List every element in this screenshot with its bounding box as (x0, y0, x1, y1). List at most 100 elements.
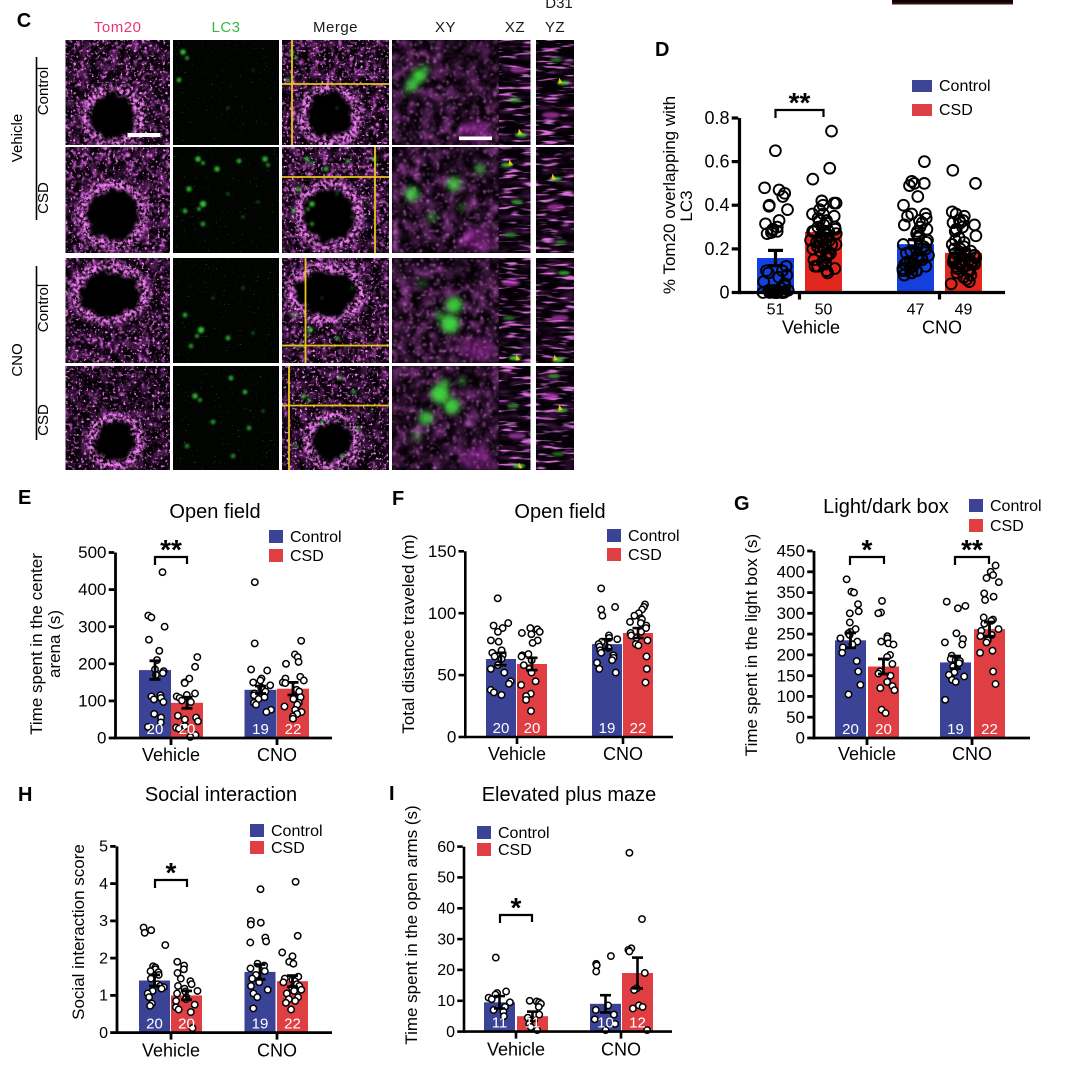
svg-text:100: 100 (777, 687, 805, 706)
svg-text:50: 50 (437, 666, 456, 685)
svg-text:C: C (17, 10, 31, 32)
svg-text:CSD: CSD (990, 518, 1024, 535)
svg-text:CSD: CSD (35, 404, 52, 436)
svg-text:47: 47 (907, 302, 925, 319)
svg-text:CSD: CSD (498, 842, 532, 859)
svg-text:G: G (734, 493, 750, 515)
svg-text:arena (s): arena (s) (45, 610, 64, 678)
svg-text:49: 49 (955, 302, 973, 319)
svg-text:*: * (166, 857, 177, 888)
svg-text:Control: Control (290, 529, 342, 546)
svg-text:Vehicle: Vehicle (488, 744, 546, 764)
svg-text:12: 12 (629, 1015, 646, 1032)
svg-text:11: 11 (525, 1015, 541, 1032)
svg-text:Control: Control (939, 78, 991, 95)
svg-text:Vehicle: Vehicle (142, 745, 200, 765)
svg-text:0: 0 (447, 728, 456, 747)
svg-text:400: 400 (777, 562, 805, 581)
svg-text:20: 20 (875, 721, 892, 738)
svg-text:51: 51 (767, 302, 785, 319)
svg-text:E: E (18, 487, 31, 509)
svg-text:50: 50 (786, 708, 805, 727)
svg-text:Elevated plus maze: Elevated plus maze (482, 784, 657, 806)
svg-text:20: 20 (146, 1016, 163, 1033)
svg-text:Time spent in the light box (s: Time spent in the light box (s) (742, 534, 761, 756)
svg-text:60: 60 (437, 839, 455, 856)
svg-text:Tom20: Tom20 (94, 19, 142, 36)
svg-text:20: 20 (179, 721, 196, 738)
svg-text:Vehicle: Vehicle (487, 1040, 545, 1060)
svg-text:150: 150 (777, 666, 805, 685)
svg-text:4: 4 (99, 876, 108, 893)
svg-text:CSD: CSD (628, 547, 662, 564)
svg-text:CSD: CSD (271, 840, 305, 857)
svg-text:Control: Control (35, 67, 52, 115)
svg-text:0: 0 (719, 282, 729, 302)
svg-text:Control: Control (628, 528, 680, 545)
svg-text:0: 0 (99, 1025, 108, 1042)
svg-text:CNO: CNO (952, 744, 992, 764)
svg-text:0.8: 0.8 (704, 108, 729, 128)
svg-text:20: 20 (524, 720, 541, 737)
svg-text:F: F (392, 488, 404, 510)
svg-text:LC3: LC3 (211, 19, 240, 36)
svg-text:20: 20 (178, 1016, 195, 1033)
svg-text:Light/dark box: Light/dark box (823, 496, 949, 518)
svg-text:350: 350 (777, 583, 805, 602)
svg-text:100: 100 (428, 604, 456, 623)
svg-text:450: 450 (777, 542, 805, 561)
svg-text:CSD: CSD (35, 182, 52, 214)
svg-text:19: 19 (252, 1016, 269, 1033)
svg-text:22: 22 (630, 720, 647, 737)
svg-text:50: 50 (815, 302, 833, 319)
svg-text:Merge: Merge (313, 19, 358, 36)
svg-text:200: 200 (78, 654, 106, 673)
svg-text:Social interaction: Social interaction (145, 784, 297, 806)
svg-text:0.6: 0.6 (704, 152, 729, 172)
svg-text:CNO: CNO (9, 343, 26, 376)
svg-text:3: 3 (99, 913, 108, 930)
svg-text:40: 40 (437, 901, 455, 918)
svg-text:10: 10 (597, 1015, 614, 1032)
svg-text:1: 1 (99, 988, 108, 1005)
svg-text:XY: XY (435, 19, 456, 36)
svg-text:XZ: XZ (505, 19, 525, 36)
svg-text:300: 300 (78, 617, 106, 636)
svg-text:D: D (655, 39, 669, 61)
svg-text:250: 250 (777, 625, 805, 644)
svg-text:Time spent in the open arms (s: Time spent in the open arms (s) (402, 805, 421, 1044)
svg-text:20: 20 (437, 962, 455, 979)
svg-text:50: 50 (437, 870, 455, 887)
svg-text:Control: Control (271, 823, 323, 840)
svg-text:19: 19 (947, 721, 964, 738)
svg-text:Time spent in the center: Time spent in the center (27, 553, 46, 735)
svg-text:0.4: 0.4 (704, 195, 729, 215)
svg-text:H: H (18, 784, 32, 806)
svg-text:% Tom20 overlapping with: % Tom20 overlapping with (660, 96, 679, 294)
svg-text:0.2: 0.2 (704, 239, 729, 259)
svg-text:400: 400 (78, 580, 106, 599)
svg-text:*: * (511, 892, 522, 923)
svg-text:22: 22 (981, 721, 998, 738)
svg-text:Open field: Open field (514, 501, 605, 523)
svg-text:22: 22 (284, 1016, 301, 1033)
svg-text:Vehicle: Vehicle (838, 744, 896, 764)
svg-text:200: 200 (777, 645, 805, 664)
svg-text:22: 22 (285, 721, 302, 738)
svg-text:0: 0 (796, 729, 805, 748)
svg-text:Open field: Open field (169, 501, 260, 523)
svg-text:5: 5 (99, 839, 108, 856)
svg-text:Social interaction score: Social interaction score (69, 844, 88, 1020)
svg-text:D31: D31 (545, 0, 573, 12)
svg-text:300: 300 (777, 604, 805, 623)
svg-text:10: 10 (437, 993, 455, 1010)
svg-text:CSD: CSD (290, 548, 324, 565)
svg-text:500: 500 (78, 543, 106, 562)
svg-text:**: ** (789, 87, 811, 118)
svg-text:CNO: CNO (257, 1041, 297, 1061)
svg-text:I: I (389, 783, 395, 805)
svg-text:YZ: YZ (545, 19, 565, 36)
svg-text:20: 20 (493, 720, 510, 737)
svg-text:19: 19 (252, 721, 269, 738)
svg-text:11: 11 (492, 1015, 508, 1032)
